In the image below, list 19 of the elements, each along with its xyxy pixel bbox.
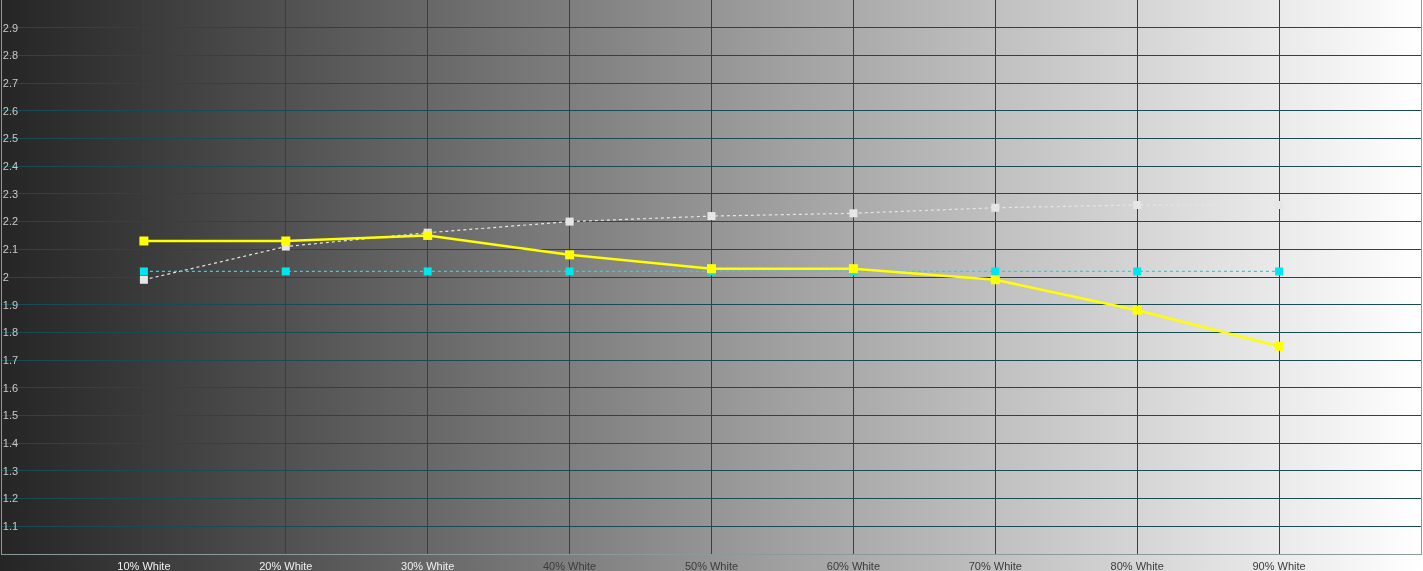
y-tick-label: 2.2 xyxy=(2,215,19,228)
y-tick-label: 1.3 xyxy=(2,464,19,477)
y-tick-label: 2.3 xyxy=(2,187,19,200)
y-tick-label: 1.9 xyxy=(2,298,19,311)
y-tick-label: 2.9 xyxy=(2,21,19,34)
y-tick-label: 1.5 xyxy=(2,409,19,422)
y-tick-label: 2.4 xyxy=(2,160,19,173)
y-tick-label: 1.6 xyxy=(2,381,19,394)
y-tick-label: 1.4 xyxy=(2,437,19,450)
y-tick-label: 1.7 xyxy=(2,353,19,366)
y-tick-label: 2.5 xyxy=(2,132,19,145)
y-tick-label: 2.7 xyxy=(2,76,19,89)
y-tick-label: 2.1 xyxy=(2,243,19,256)
y-tick-label: 1.2 xyxy=(2,492,19,505)
y-tick-label: 1.1 xyxy=(2,520,19,533)
y-tick-label: 2.8 xyxy=(2,49,19,62)
y-tick-label: 2 xyxy=(2,270,9,283)
y-tick-label: 2.6 xyxy=(2,104,19,117)
y-tick-label: 1.8 xyxy=(2,326,19,339)
